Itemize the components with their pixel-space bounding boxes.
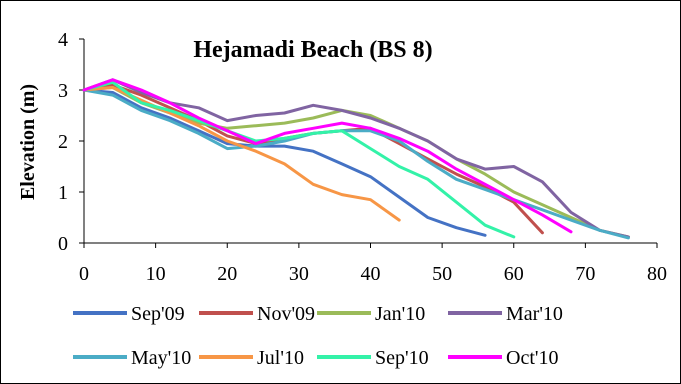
legend-label-oct-10: Oct'10	[506, 347, 558, 369]
x-tick-label: 50	[432, 263, 452, 285]
legend-label-sep-10: Sep'10	[375, 347, 429, 369]
x-tick-label: 80	[647, 263, 667, 285]
y-tick-label: 1	[58, 182, 68, 204]
legend-label-sep-09: Sep'09	[131, 303, 185, 325]
series-line-oct-10	[82, 78, 573, 234]
legend: Sep'09 Nov'09 Jan'10 Mar'10 May'10 Jul'10 Sep'…	[73, 303, 563, 369]
x-tick-label: 30	[289, 263, 309, 285]
series-line-jul-10	[82, 86, 401, 222]
x-tick-label: 70	[575, 263, 595, 285]
legend-label-nov-09: Nov'09	[257, 303, 315, 325]
x-tick-label: 20	[217, 263, 237, 285]
series-line-mar-10	[82, 78, 630, 239]
y-tick-label: 3	[58, 80, 68, 102]
x-tick-label: 60	[504, 263, 524, 285]
legend-label-may-10: May'10	[131, 347, 191, 369]
series-lines	[82, 78, 630, 240]
y-axis-title: Elevation (m)	[17, 84, 39, 200]
y-tick-label: 2	[58, 131, 68, 153]
legend-label-mar-10: Mar'10	[506, 303, 563, 325]
y-tick-label: 0	[58, 233, 68, 255]
chart-title: Hejamadi Beach (BS 8)	[193, 37, 432, 63]
legend-label-jul-10: Jul'10	[257, 347, 304, 369]
y-tick-label: 4	[58, 29, 68, 51]
legend-label-jan-10: Jan'10	[375, 303, 425, 325]
x-tick-label: 10	[146, 263, 166, 285]
series-line-sep-09	[82, 88, 487, 237]
x-tick-label: 40	[361, 263, 381, 285]
series-line-may-10	[82, 88, 630, 240]
x-tick-label: 0	[79, 263, 89, 285]
series-line-sep-10	[82, 80, 516, 239]
